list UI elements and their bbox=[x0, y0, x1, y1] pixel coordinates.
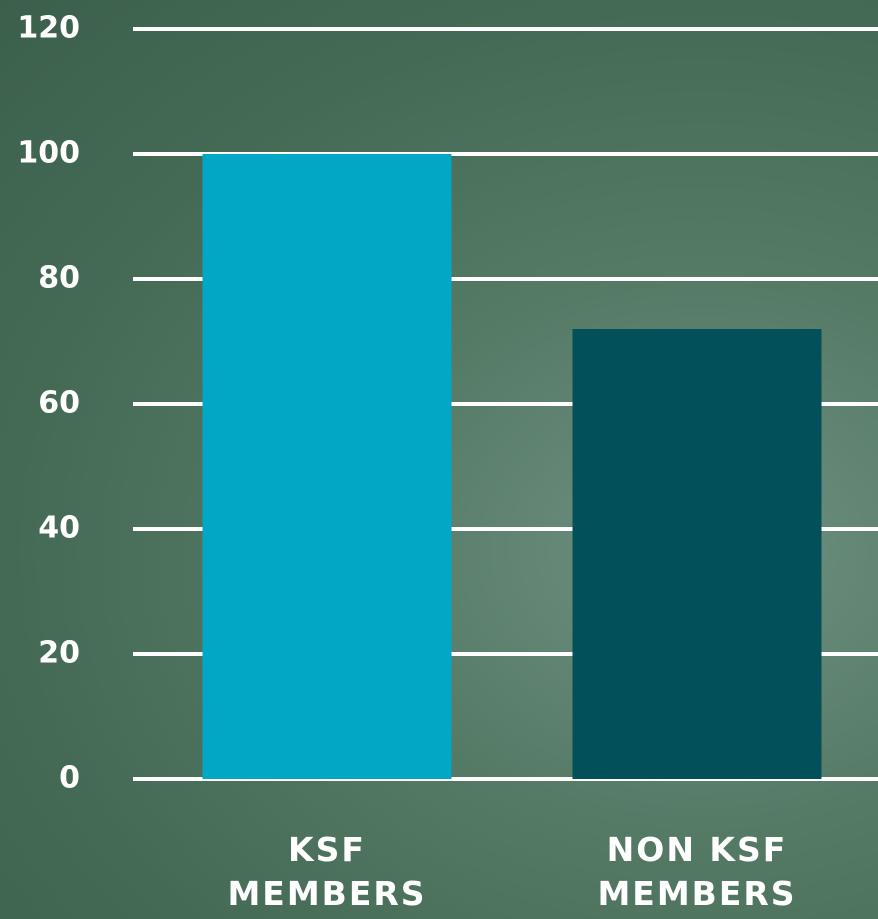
y-tick-label: 60 bbox=[38, 386, 80, 421]
x-tick-label: KSF MEMBERS bbox=[197, 828, 457, 916]
y-tick-label: 0 bbox=[59, 761, 80, 796]
chart-container: 0 20 40 60 80 100 120 KSF MEMBERS NON KSF MEMBE… bbox=[0, 0, 878, 919]
y-tick-label: 20 bbox=[38, 636, 80, 671]
y-tick-label: 80 bbox=[38, 261, 80, 296]
chart: 0 20 40 60 80 100 120 bbox=[0, 0, 878, 919]
y-tick-label: 40 bbox=[38, 511, 80, 546]
x-tick-label: NON KSF MEMBERS bbox=[567, 828, 827, 916]
y-tick-label: 100 bbox=[17, 136, 80, 171]
bar bbox=[203, 154, 452, 779]
bar bbox=[573, 329, 822, 779]
y-tick-label: 120 bbox=[17, 11, 80, 46]
